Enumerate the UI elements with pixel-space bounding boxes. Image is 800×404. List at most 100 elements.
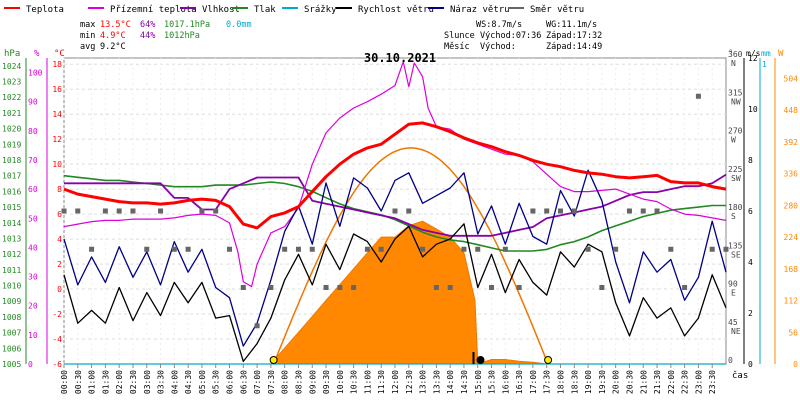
- axis-label-temp: °C: [54, 49, 65, 59]
- stats-sun-rise: Východ:07:36: [480, 31, 541, 41]
- wind-direction-point: [475, 246, 481, 252]
- x-tick-label: 15:30: [488, 370, 497, 394]
- tick-label-hpa: 1009: [2, 297, 21, 306]
- wind-direction-point: [420, 246, 426, 252]
- wind-direction-point: [268, 285, 274, 290]
- tick-label-temp: 8: [57, 185, 62, 194]
- wind-direction-point: [585, 246, 591, 252]
- tick-label-w: 224: [784, 233, 799, 242]
- x-tick-label: 11:30: [377, 370, 386, 394]
- series-naraz-vetru-line: [63, 169, 727, 347]
- wind-direction-point: [213, 208, 219, 214]
- axis-label-dir: °: [728, 49, 733, 59]
- sun-marker: [269, 356, 278, 364]
- wind-direction-point: [323, 285, 329, 290]
- stats-temp: 4.9°C: [100, 31, 126, 41]
- stats-moon-set: Západ:14:49: [546, 42, 602, 52]
- wind-direction-point: [240, 285, 246, 290]
- x-tick-label: 06:00: [226, 370, 235, 394]
- series-vlhkost-line: [64, 173, 727, 237]
- tick-label-dir-name: E: [731, 289, 736, 298]
- tick-label-ms: 0: [748, 360, 753, 369]
- tick-label-pct: 40: [28, 243, 38, 252]
- x-tick-label: 04:30: [184, 370, 193, 394]
- tick-label-hpa: 1022: [2, 93, 21, 102]
- tick-label-ms: 10: [748, 105, 758, 114]
- x-tick-label: 00:30: [74, 370, 83, 394]
- wind-direction-point: [613, 246, 619, 252]
- x-tick-label: 01:30: [101, 370, 110, 394]
- stats-row-label: max: [80, 20, 95, 30]
- tick-label-dir: 180: [728, 203, 743, 212]
- x-tick-label: 03:00: [143, 370, 152, 394]
- wind-direction-point: [723, 246, 729, 252]
- legend-label: Vlhkost: [202, 5, 240, 15]
- tick-label-hpa: 1012: [2, 250, 21, 259]
- wind-direction-point: [392, 208, 398, 214]
- tick-label-ms: 6: [748, 207, 753, 216]
- x-tick-label: 18:00: [557, 370, 566, 394]
- series-prizemni-teplota-line: [63, 61, 727, 288]
- tick-label-w: 0: [793, 360, 798, 369]
- wind-direction-point: [599, 285, 605, 290]
- stats-row-label: min: [80, 31, 95, 41]
- tick-label-hpa: 1020: [2, 125, 21, 134]
- legend-label: Přízemní teplota: [110, 5, 197, 15]
- stats-temp: 13.5°C: [100, 20, 131, 30]
- stats-pressure: 1012hPa: [164, 31, 200, 41]
- tick-label-temp: 14: [52, 110, 62, 119]
- tick-label-hpa: 1008: [2, 313, 21, 322]
- stats-sun-set: Západ:17:32: [546, 31, 602, 41]
- tick-label-dir: 45: [728, 318, 738, 327]
- chart-title: 30.10.2021: [364, 51, 436, 65]
- wind-direction-point: [530, 208, 536, 214]
- x-tick-label: 11:00: [363, 370, 372, 394]
- tick-label-hpa: 1005: [2, 360, 21, 369]
- series-rychlost-vetru-line: [63, 223, 727, 363]
- x-tick-label: 14:00: [446, 370, 455, 394]
- stats-pressure: 1017.1hPa: [164, 20, 210, 30]
- x-tick-label: 12:00: [391, 370, 400, 394]
- x-tick-label: 00:00: [60, 370, 69, 394]
- x-tick-label: 02:00: [115, 370, 124, 394]
- solar-radiation-area: [270, 220, 547, 365]
- axis-label-hpa: hPa: [4, 49, 20, 59]
- series-tlak-line: [63, 174, 726, 252]
- tick-label-temp: 4: [57, 235, 62, 244]
- x-tick-label: 13:30: [432, 370, 441, 394]
- tick-label-w: 168: [784, 265, 799, 274]
- x-tick-label: 19:30: [598, 370, 607, 394]
- tick-label-pct: 20: [28, 302, 38, 311]
- tick-label-hpa: 1021: [2, 109, 21, 118]
- tick-label-mm: 1: [762, 60, 767, 69]
- x-tick-label: 21:30: [653, 370, 662, 394]
- tick-label-hpa: 1017: [2, 172, 21, 181]
- axis-label-pct: %: [34, 49, 40, 59]
- stats-humidity: 64%: [140, 20, 155, 30]
- x-tick-label: 17:30: [543, 370, 552, 394]
- wind-direction-point: [626, 208, 632, 214]
- tick-label-hpa: 1015: [2, 203, 21, 212]
- tick-label-dir-name: NW: [731, 97, 741, 106]
- tick-label-hpa: 1010: [2, 282, 21, 291]
- tick-label-dir-name: W: [731, 136, 736, 145]
- wind-direction-point: [406, 208, 412, 214]
- wind-direction-point: [309, 246, 315, 252]
- tick-label-dir: 0: [728, 356, 733, 365]
- wind-direction-point: [337, 285, 343, 290]
- tick-label-temp: -2: [52, 310, 62, 319]
- tick-label-dir-name: SW: [731, 174, 741, 183]
- wind-direction-point: [433, 285, 439, 290]
- wind-direction-point: [75, 208, 81, 214]
- tick-label-dir: 90: [728, 280, 738, 289]
- tick-label-temp: 0: [57, 285, 62, 294]
- x-tick-label: 03:30: [157, 370, 166, 394]
- x-tick-label: 21:00: [639, 370, 648, 394]
- tick-label-hpa: 1023: [2, 78, 21, 87]
- wind-direction-point: [695, 93, 701, 99]
- stats-sun-label: Slunce: [444, 31, 475, 41]
- x-tick-label: 05:30: [212, 370, 221, 394]
- tick-label-hpa: 1007: [2, 329, 21, 338]
- x-tick-label: 10:30: [350, 370, 359, 394]
